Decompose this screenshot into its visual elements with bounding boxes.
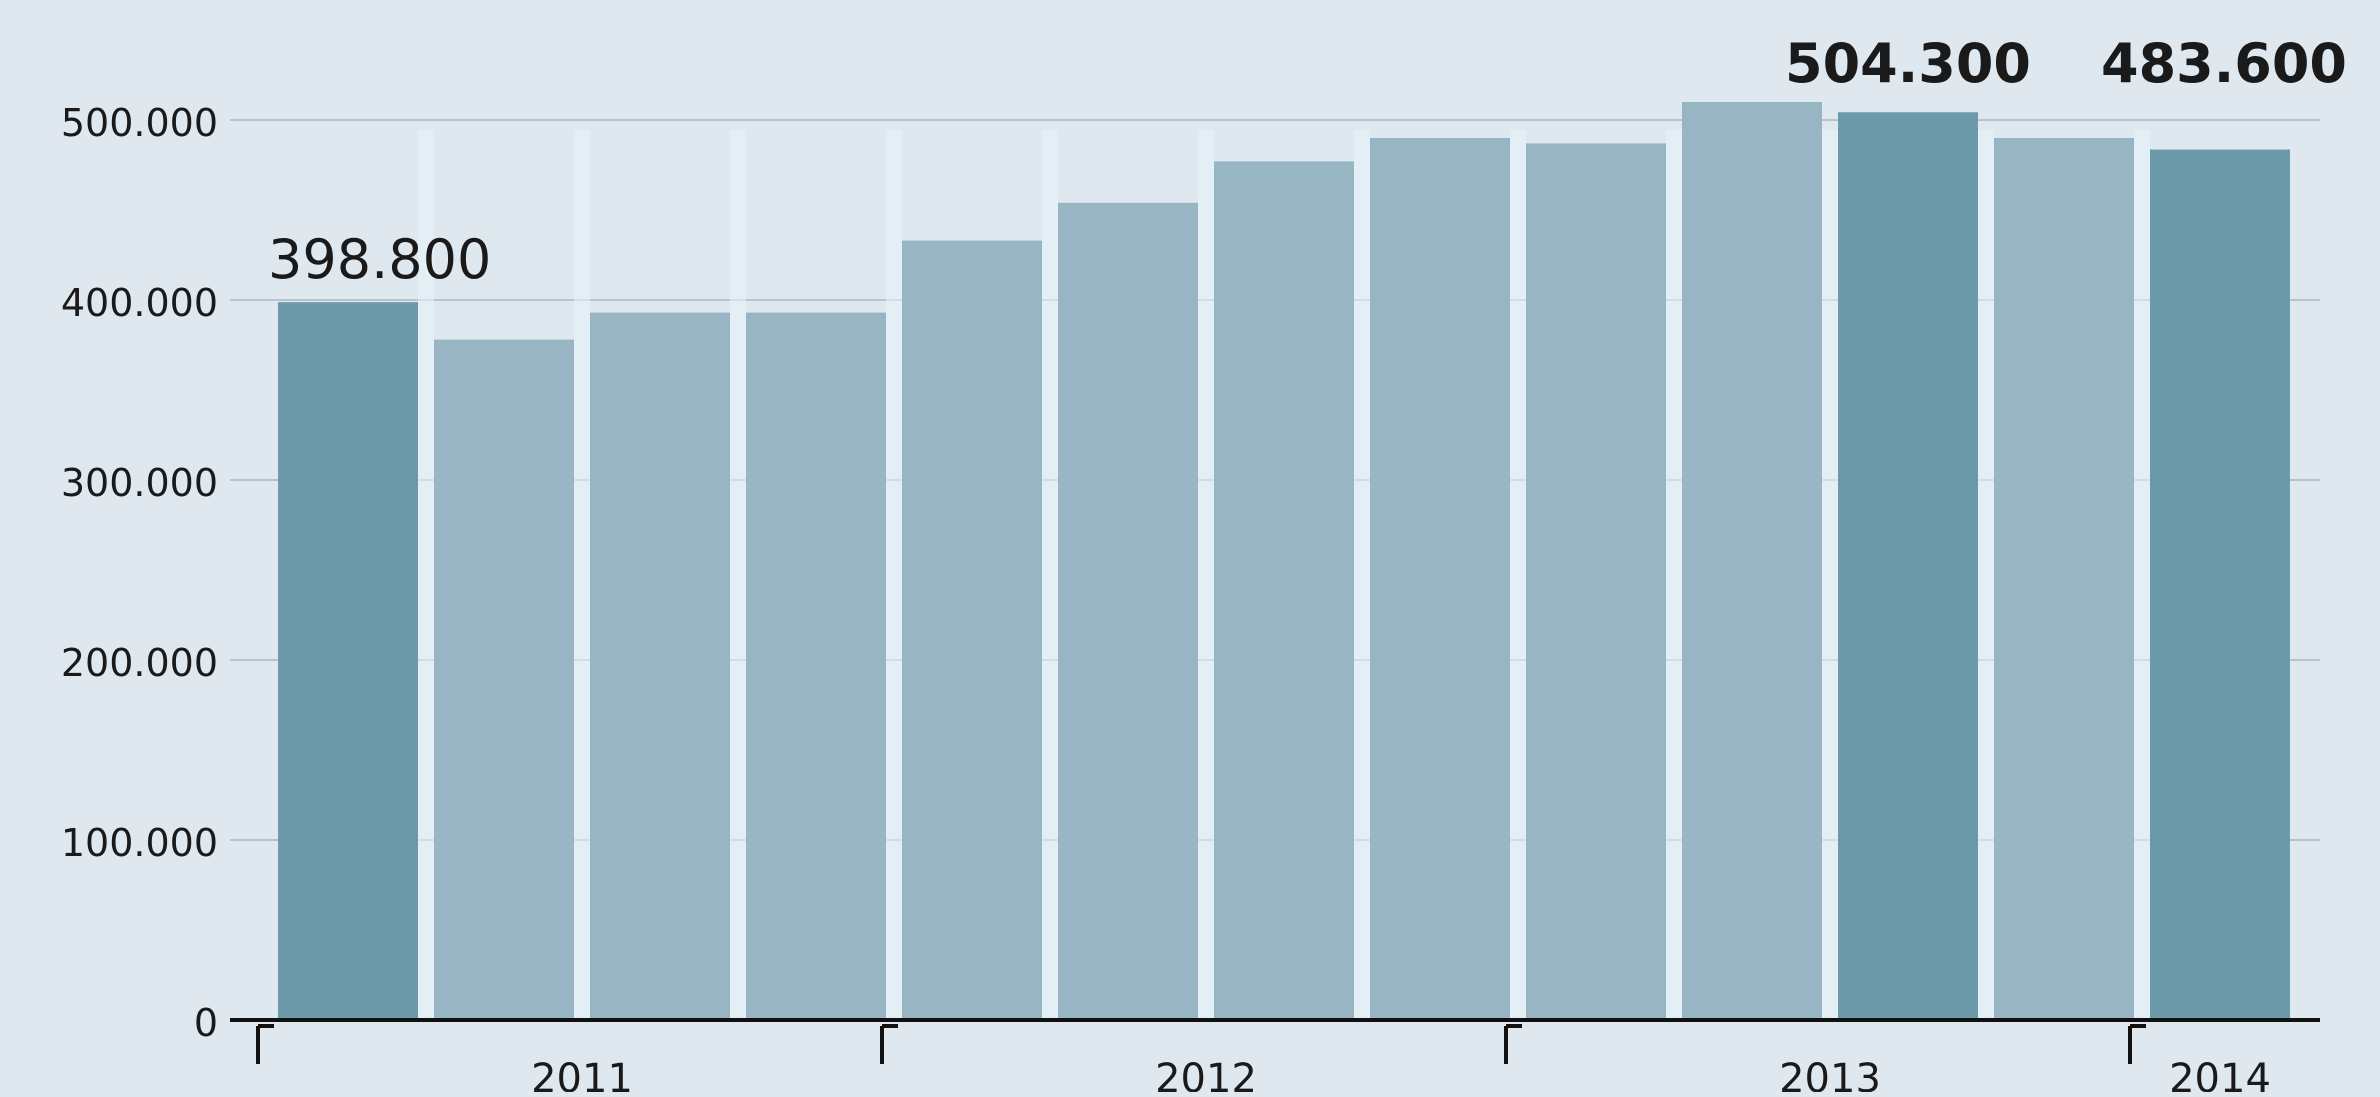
axes [230,1018,2320,1064]
bar-separator [1510,130,1526,1020]
bar [590,312,730,1021]
bar-separator [574,130,590,1020]
bar [1214,161,1354,1020]
bar-separator [1978,130,1994,1020]
y-tick-label: 300.000 [61,461,218,505]
bar [1526,143,1666,1020]
bar-separator [730,130,746,1020]
y-tick-label: 500.000 [61,101,218,145]
y-tick-label: 200.000 [61,641,218,685]
y-tick-label: 0 [194,1001,218,1045]
bar-separator [1666,130,1682,1020]
bar-separator [886,130,902,1020]
year-label: 2011 [531,1056,633,1092]
bar [746,312,886,1021]
bar [1058,202,1198,1021]
bar-separator [1822,130,1838,1020]
bar [434,339,574,1021]
bar [278,302,418,1020]
year-label: 2012 [1155,1056,1257,1092]
bar [1370,138,1510,1020]
bar-separator [1354,130,1370,1020]
bar [1838,112,1978,1020]
bar [1994,138,2134,1020]
data-label: 504.300 [1785,32,2031,95]
bar [1682,102,1822,1020]
data-label: 398.800 [268,228,491,291]
y-tick-label: 100.000 [61,821,218,865]
bar-separator [1198,130,1214,1020]
y-tick-label: 400.000 [61,281,218,325]
labels: 0 100.000 200.000 300.000 400.000 500.000 2011… [61,32,2347,1097]
bar [902,240,1042,1021]
data-label: 483.600 [2101,32,2347,95]
year-label: 2013 [1779,1056,1881,1092]
bars [278,102,2290,1021]
bar [2150,149,2290,1020]
year-label: 2014 [2169,1056,2271,1092]
bar-separator [2134,130,2150,1020]
bar-separator [1042,130,1058,1020]
bar-separator [418,130,434,1020]
